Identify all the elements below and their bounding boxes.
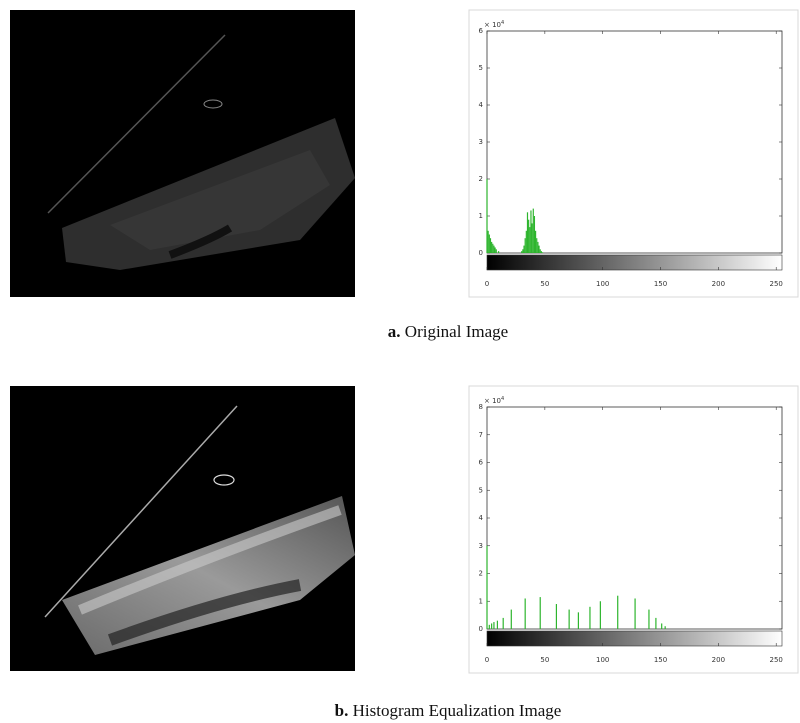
y-tick-label: 3	[479, 138, 483, 146]
caption-text: Original Image	[405, 322, 508, 341]
x-tick-label: 200	[712, 280, 725, 288]
y-tick-label: 0	[479, 249, 483, 257]
colorbar	[487, 631, 782, 646]
multiplier-exponent: 4	[501, 396, 504, 402]
y-tick-label: 8	[479, 403, 483, 411]
equalized-image	[10, 386, 355, 671]
y-tick-label: 4	[479, 514, 484, 522]
colorbar	[487, 255, 782, 270]
caption-b: b. Histogram Equalization Image	[335, 701, 562, 720]
x-tick-label: 150	[654, 656, 667, 664]
y-tick-label: 1	[479, 597, 483, 605]
y-tick-label: 4	[479, 101, 484, 109]
caption-a: a. Original Image	[388, 322, 508, 341]
y-tick-label: 0	[479, 625, 483, 633]
y-tick-label: 6	[479, 459, 484, 467]
x-tick-label: 200	[712, 656, 725, 664]
y-tick-label: 7	[479, 431, 483, 439]
y-tick-label: 1	[479, 212, 483, 220]
x-tick-label: 100	[596, 656, 609, 664]
caption-label: a.	[388, 322, 401, 341]
x-tick-label: 0	[485, 656, 489, 664]
caption-label: b.	[335, 701, 349, 720]
figure: 0123456× 104050100150200250012345678× 10…	[0, 0, 800, 723]
x-tick-label: 100	[596, 280, 609, 288]
y-tick-label: 5	[479, 486, 483, 494]
plot-area	[487, 407, 782, 629]
caption-text: Histogram Equalization Image	[353, 701, 562, 720]
y-tick-label: 3	[479, 542, 483, 550]
x-tick-label: 50	[540, 656, 549, 664]
y-tick-label: 2	[479, 175, 483, 183]
y-tick-label: 5	[479, 64, 483, 72]
multiplier-exponent: 4	[501, 20, 504, 26]
x-tick-label: 0	[485, 280, 489, 288]
multiplier-base: × 10	[484, 397, 501, 405]
original-image	[10, 10, 355, 297]
y-tick-label: 6	[479, 27, 484, 35]
y-tick-label: 2	[479, 570, 483, 578]
x-tick-label: 150	[654, 280, 667, 288]
multiplier-base: × 10	[484, 21, 501, 29]
x-tick-label: 250	[770, 656, 783, 664]
x-tick-label: 250	[770, 280, 783, 288]
x-tick-label: 50	[540, 280, 549, 288]
